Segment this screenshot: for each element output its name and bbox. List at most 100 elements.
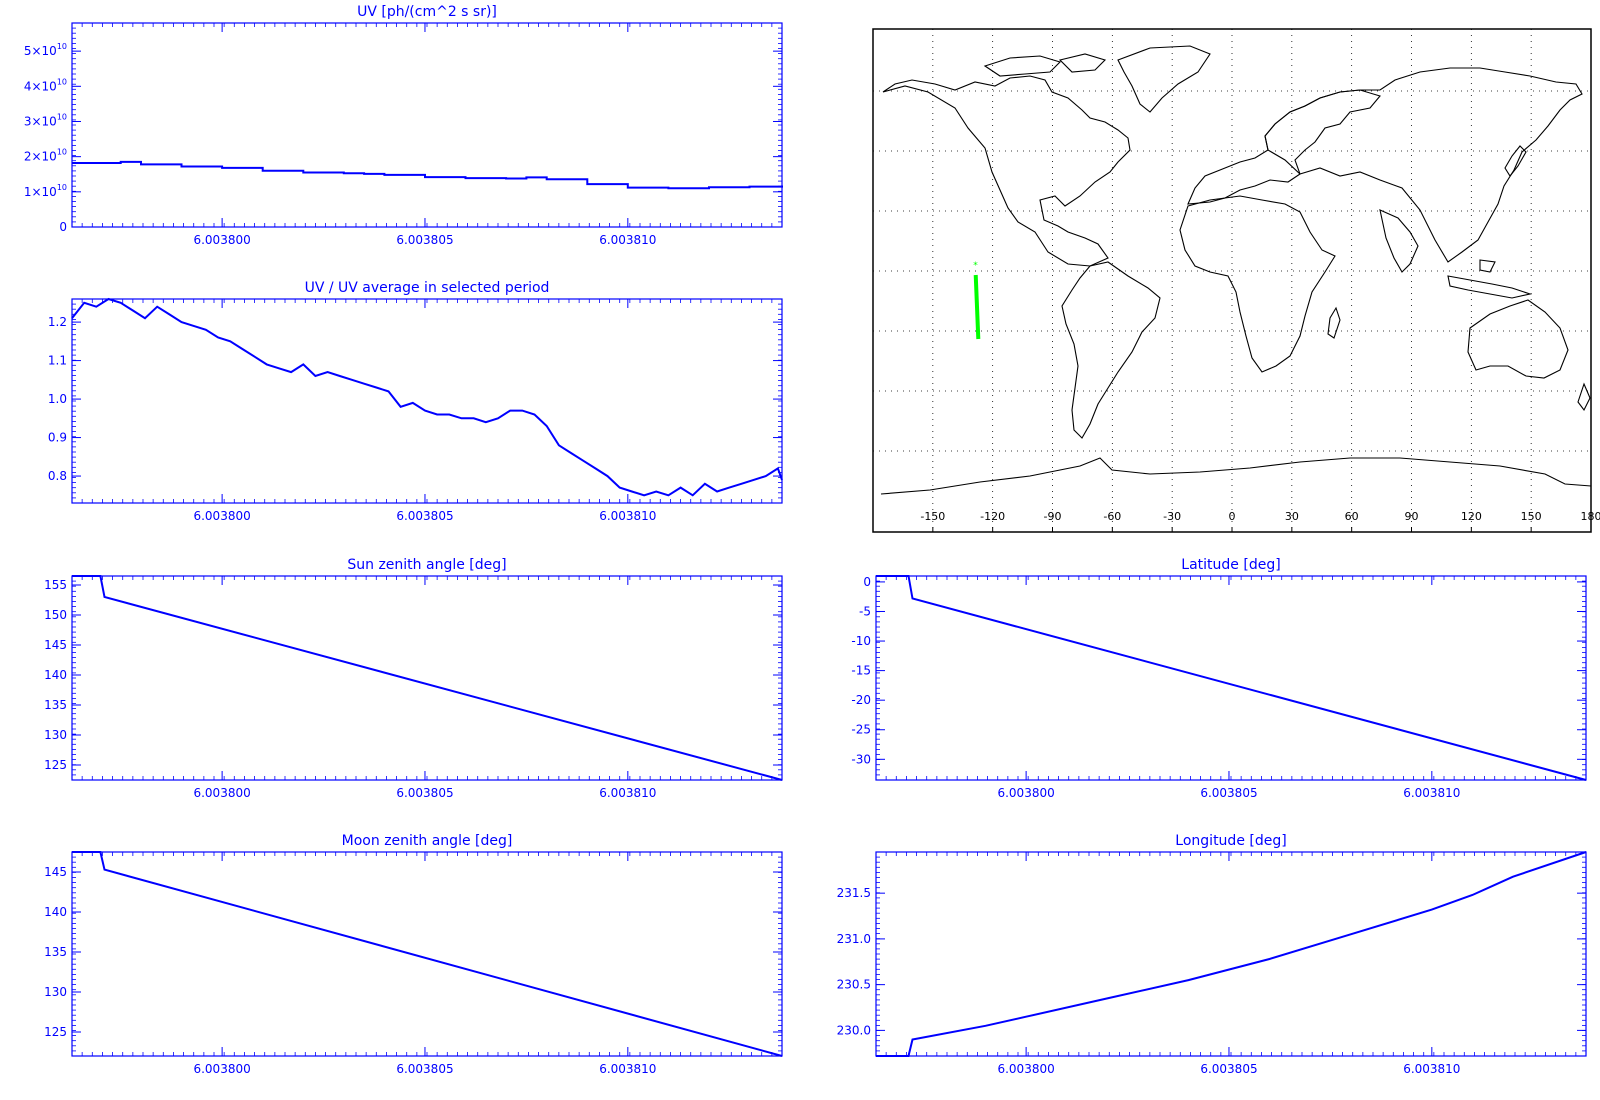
map-lon-label: -60 <box>1103 510 1121 523</box>
new-zealand-outline <box>1577 382 1591 412</box>
y-tick-label: 135 <box>44 945 67 959</box>
chart-uv-ratio: UV / UV average in selected period 6.0038… <box>48 280 783 523</box>
series-line <box>71 297 783 497</box>
plot-frame <box>71 298 783 504</box>
map-lon-label: 30 <box>1285 510 1299 523</box>
x-tick-label: 6.003800 <box>193 509 250 523</box>
x-tick-label: 6.003800 <box>193 233 250 247</box>
y-tick-label: -20 <box>851 693 871 707</box>
y-tick-label: -5 <box>859 604 871 618</box>
y-tick-label: 0 <box>59 220 67 234</box>
plot-frame <box>71 22 783 228</box>
y-tick-label: -25 <box>851 723 871 737</box>
x-tick-label: 6.003810 <box>1403 786 1460 800</box>
map-frame <box>872 28 1592 533</box>
y-tick-label: 1.0 <box>48 392 67 406</box>
map-lon-label: -120 <box>980 510 1005 523</box>
x-tick-label: 6.003810 <box>599 1062 656 1076</box>
greenland-outline <box>1117 45 1211 113</box>
x-tick-label: 6.003810 <box>599 509 656 523</box>
world-map-panel: * -150 -120 -90 -60 -30 0 30 60 90 120 150 180 <box>872 28 1600 533</box>
y-tick-label: 130 <box>44 985 67 999</box>
x-tick-label: 6.003805 <box>396 233 453 247</box>
y-tick-label: 135 <box>44 698 67 712</box>
chart-latitude: Latitude [deg] 6.003800 6.003805 6.003810 -3… <box>851 557 1587 800</box>
y-tick-label: 4×1010 <box>24 77 67 93</box>
antarctica-outline <box>880 457 1592 495</box>
orbit-track: * <box>973 261 981 340</box>
y-tick-label: 230.0 <box>837 1023 871 1037</box>
chart-title: UV / UV average in selected period <box>305 280 550 296</box>
y-tick-label: 145 <box>44 865 67 879</box>
chart-sun-zenith: Sun zenith angle [deg] 6.003800 6.003805 6.… <box>44 557 783 800</box>
north-america-outline <box>882 75 1131 267</box>
map-lon-label: 60 <box>1345 510 1359 523</box>
japan-outline <box>1504 145 1527 177</box>
series-line <box>876 851 1587 1057</box>
y-tick-label: 0.8 <box>48 469 67 483</box>
series-line <box>72 851 783 1057</box>
indonesia-outline <box>1447 259 1533 299</box>
chart-longitude: Longitude [deg] 6.003800 6.003805 6.003810 2… <box>837 833 1587 1076</box>
map-lon-label: 90 <box>1405 510 1419 523</box>
x-tick-label: 6.003805 <box>1200 786 1257 800</box>
chart-title: UV [ph/(cm^2 s sr)] <box>357 4 497 20</box>
map-lon-label: 0 <box>1229 510 1236 523</box>
x-tick-label: 6.003800 <box>193 1062 250 1076</box>
europe-outline <box>1187 89 1381 205</box>
y-tick-label: 231.5 <box>837 886 871 900</box>
map-lon-label: -150 <box>920 510 945 523</box>
x-tick-label: 6.003805 <box>1200 1062 1257 1076</box>
y-tick-label: 1.2 <box>48 315 67 329</box>
y-tick-label: 1.1 <box>48 354 67 368</box>
x-tick-label: 6.003800 <box>997 1062 1054 1076</box>
asia-outline <box>1264 67 1583 263</box>
africa-outline <box>1179 195 1336 373</box>
y-tick-label: 140 <box>44 668 67 682</box>
series-line <box>876 575 1587 781</box>
y-tick-label: 140 <box>44 905 67 919</box>
chart-title: Longitude [deg] <box>1175 833 1286 849</box>
y-tick-label: -10 <box>851 634 871 648</box>
map-lon-label: 180 <box>1581 510 1600 523</box>
plot-frame <box>875 575 1587 781</box>
y-tick-label: 2×1010 <box>24 148 67 164</box>
chart-title: Latitude [deg] <box>1181 557 1280 573</box>
plot-frame <box>71 575 783 781</box>
map-lon-label: -90 <box>1044 510 1062 523</box>
y-tick-label: 3×1010 <box>24 112 67 128</box>
x-tick-label: 6.003800 <box>193 786 250 800</box>
map-lon-label: -30 <box>1163 510 1181 523</box>
x-tick-label: 6.003805 <box>396 786 453 800</box>
x-tick-label: 6.003805 <box>396 1062 453 1076</box>
y-tick-label: -15 <box>851 664 871 678</box>
south-america-outline <box>1061 261 1161 439</box>
y-tick-label: 150 <box>44 608 67 622</box>
orbit-track-line <box>973 274 981 340</box>
track-start-marker: * <box>973 261 978 271</box>
y-tick-label: 125 <box>44 758 67 772</box>
y-tick-label: 230.5 <box>837 978 871 992</box>
y-tick-label: -30 <box>851 752 871 766</box>
y-tick-label: 155 <box>44 578 67 592</box>
y-tick-label: 130 <box>44 728 67 742</box>
x-tick-label: 6.003810 <box>599 786 656 800</box>
chart-moon-zenith: Moon zenith angle [deg] 6.003800 6.003805 6… <box>44 833 783 1076</box>
plot-frame <box>71 851 783 1057</box>
series-line <box>72 575 783 781</box>
x-tick-label: 6.003805 <box>396 509 453 523</box>
y-tick-label: 0 <box>863 575 871 589</box>
y-tick-label: 145 <box>44 638 67 652</box>
x-tick-label: 6.003810 <box>599 233 656 247</box>
y-tick-label: 125 <box>44 1025 67 1039</box>
x-tick-label: 6.003810 <box>1403 1062 1460 1076</box>
map-lon-label: 150 <box>1521 510 1542 523</box>
chart-title: Sun zenith angle [deg] <box>347 557 506 573</box>
australia-outline <box>1467 299 1569 379</box>
x-tick-label: 6.003800 <box>997 786 1054 800</box>
chart-title: Moon zenith angle [deg] <box>342 833 513 849</box>
continent-outlines <box>880 45 1592 495</box>
y-tick-label: 1×1010 <box>24 183 67 199</box>
y-tick-label: 231.0 <box>837 932 871 946</box>
